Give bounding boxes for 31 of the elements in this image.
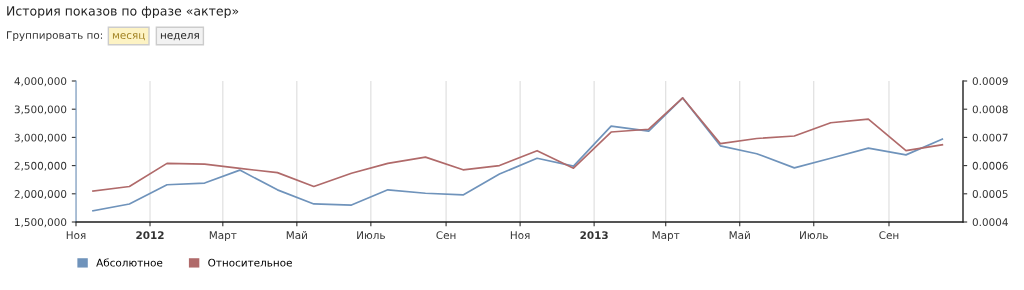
x-tick-label: Май bbox=[286, 231, 307, 240]
x-tick-label: Май bbox=[729, 231, 750, 240]
y-tick-label: 3,000,000 bbox=[14, 133, 67, 143]
y-tick-label: 3,500,000 bbox=[14, 105, 67, 115]
y2-tick-label: 0.0009 bbox=[972, 77, 1008, 86]
line-series bbox=[92, 97, 944, 192]
x-tick-label: Июль bbox=[800, 231, 828, 240]
legend-label: Абсолютное bbox=[96, 258, 163, 267]
chart-title: История показов по фразе «актер» bbox=[7, 6, 239, 19]
y-tick-label: 4,000,000 bbox=[14, 77, 67, 87]
x-tick-label: Июль bbox=[357, 231, 385, 240]
x-tick-label: Март bbox=[209, 231, 237, 242]
y-tick-label: 2,500,000 bbox=[14, 161, 67, 171]
text: неделя bbox=[160, 33, 199, 41]
y-tick-label: 1,500,000 bbox=[15, 218, 67, 228]
y2-tick-label: 0.0008 bbox=[972, 105, 1008, 114]
x-tick-label: Март bbox=[652, 231, 680, 242]
y2-tick-label: 0.0007 bbox=[972, 133, 1008, 142]
x-tick-label: Ноя bbox=[66, 231, 86, 240]
x-tick-label: Ноя bbox=[510, 231, 530, 240]
text: месяц bbox=[112, 33, 145, 41]
y2-tick-label: 0.0004 bbox=[972, 218, 1008, 227]
x-tick-label: 2012 bbox=[136, 231, 164, 240]
y2-tick-label: 0.0005 bbox=[972, 190, 1008, 198]
legend-label: Относительное bbox=[208, 258, 292, 267]
x-tick-label: 2013 bbox=[580, 231, 608, 240]
y-tick-label: 2,000,000 bbox=[14, 190, 67, 199]
x-tick-label: Сен bbox=[436, 231, 456, 240]
text: Группировать по: bbox=[7, 31, 103, 42]
y2-tick-label: 0.0006 bbox=[972, 161, 1008, 170]
x-tick-label: Сен bbox=[879, 231, 899, 240]
